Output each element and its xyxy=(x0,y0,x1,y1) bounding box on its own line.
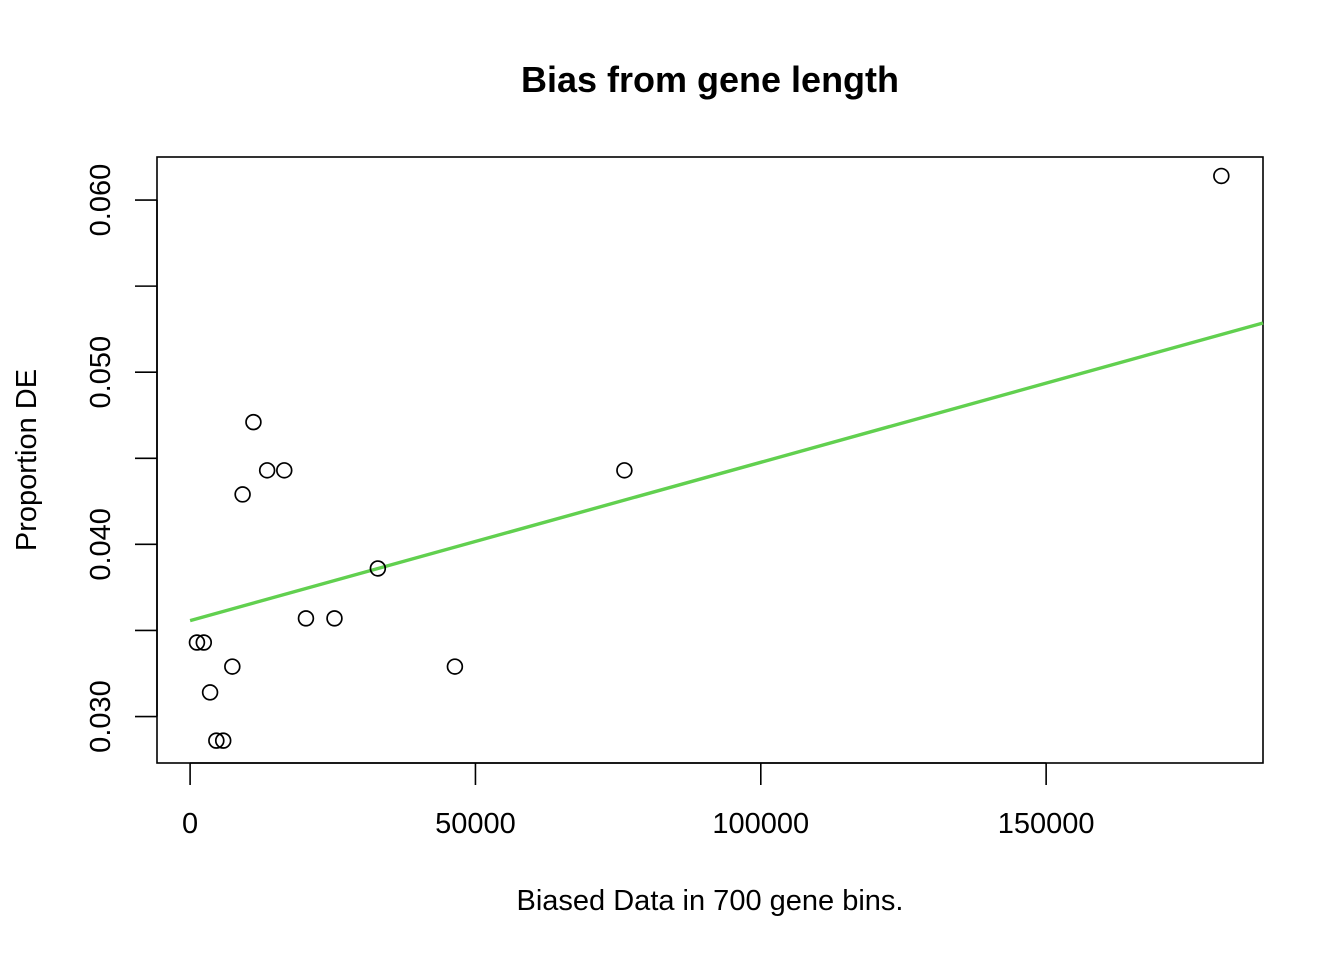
data-point xyxy=(224,658,241,675)
chart-title: Bias from gene length xyxy=(521,59,899,100)
fit-line xyxy=(189,321,1264,623)
data-point xyxy=(214,732,232,749)
y-tick-label: 0.060 xyxy=(85,164,117,237)
x-axis-label: Biased Data in 700 gene bins. xyxy=(517,885,904,917)
x-tick-label: 100000 xyxy=(712,808,809,840)
data-point xyxy=(369,560,387,577)
data-point xyxy=(297,610,315,627)
data-point xyxy=(188,634,206,651)
data-points xyxy=(188,167,1230,749)
data-point xyxy=(276,462,293,479)
y-tick-label: 0.040 xyxy=(85,508,117,581)
data-point xyxy=(446,658,464,675)
fit-line-layer xyxy=(189,321,1264,623)
y-tick-label: 0.050 xyxy=(85,336,117,409)
x-tick-label: 50000 xyxy=(435,808,516,840)
y-axis: 0.030 0.040 0.050 0.060 xyxy=(85,164,158,753)
plot-frame xyxy=(156,156,1264,764)
x-axis: 0 50000 100000 150000 xyxy=(182,762,1095,840)
data-point xyxy=(1213,167,1230,185)
y-tick-label: 0.030 xyxy=(85,680,117,753)
data-point xyxy=(616,462,633,479)
data-point xyxy=(245,413,262,431)
data-point xyxy=(195,634,213,651)
x-tick-label: 150000 xyxy=(998,808,1095,840)
y-axis-label: Proportion DE xyxy=(11,369,43,551)
data-point xyxy=(208,732,225,749)
data-point xyxy=(201,684,219,701)
x-tick-label: 0 xyxy=(182,808,198,840)
data-point xyxy=(234,486,251,503)
data-point xyxy=(258,462,276,479)
data-point xyxy=(326,610,343,627)
